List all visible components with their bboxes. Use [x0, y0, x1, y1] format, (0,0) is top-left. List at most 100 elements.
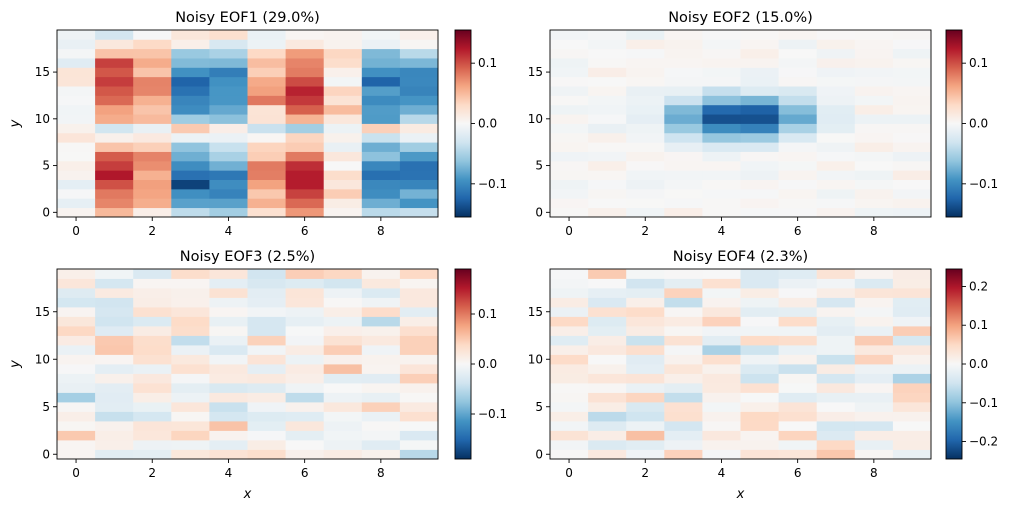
x-tick-label: 8	[377, 466, 385, 480]
colorbar-tick-label: −0.2	[969, 435, 998, 449]
heatmap-cell	[399, 288, 439, 298]
heatmap-cell	[323, 170, 363, 180]
heatmap-cell	[854, 142, 894, 152]
heatmap-cell	[247, 383, 286, 393]
y-axis-label: y	[8, 119, 23, 128]
x-tick-label: 8	[870, 466, 878, 480]
heatmap-cell	[626, 132, 665, 143]
heatmap-cell	[133, 114, 172, 124]
y-tick-label: 0	[535, 205, 543, 219]
heatmap-cell	[778, 179, 818, 190]
heatmap-cell	[550, 449, 589, 460]
heatmap-cell	[133, 383, 172, 393]
heatmap-cell	[247, 132, 286, 143]
heatmap-cell	[209, 179, 248, 190]
heatmap-cell	[854, 402, 894, 412]
panel-title: Noisy EOF4 (2.3%)	[673, 249, 808, 265]
heatmap-cell	[247, 373, 286, 384]
heatmap-cell	[550, 179, 589, 190]
heatmap-cell	[550, 114, 589, 124]
heatmap-cell	[740, 58, 779, 68]
heatmap-cell	[209, 151, 248, 162]
heatmap-cell	[854, 278, 894, 289]
heatmap-cell	[361, 142, 401, 152]
heatmap-cell	[588, 86, 627, 96]
heatmap-cell	[854, 440, 894, 450]
heatmap-cell	[171, 48, 210, 59]
heatmap-cell	[626, 354, 665, 365]
heatmap-cell	[854, 86, 894, 96]
heatmap-cell	[626, 440, 665, 450]
heatmap-cell	[361, 39, 401, 50]
heatmap-cell	[664, 95, 703, 106]
heatmap-cell	[854, 114, 894, 124]
heatmap-cell	[550, 354, 589, 365]
colorbar-tick-label: −0.1	[478, 177, 507, 191]
heatmap-cell	[247, 430, 286, 441]
heatmap-cell	[740, 67, 779, 78]
heatmap-cell	[702, 86, 741, 96]
heatmap-cell	[892, 373, 932, 384]
heatmap-cell	[816, 316, 856, 327]
heatmap-cell	[702, 269, 741, 279]
heatmap-cell	[209, 132, 248, 143]
heatmap-cell	[588, 421, 627, 431]
heatmap-cell	[588, 345, 627, 355]
heatmap-cell	[588, 449, 627, 460]
heatmap-cell	[588, 402, 627, 412]
heatmap-cell	[247, 288, 286, 298]
heatmap-cell	[702, 411, 741, 422]
colorbar-tick-label: 0.1	[969, 56, 988, 70]
heatmap-cell	[588, 123, 627, 134]
heatmap-cell	[550, 269, 589, 279]
heatmap-cell	[323, 188, 363, 199]
heatmap-cell	[57, 123, 96, 134]
heatmap-cell	[664, 198, 703, 209]
heatmap-cell	[892, 67, 932, 78]
heatmap-cell	[550, 335, 589, 346]
heatmap-cell	[57, 326, 96, 336]
y-tick-label: 15	[35, 305, 50, 319]
heatmap-cell	[588, 151, 627, 162]
heatmap-cell	[323, 198, 363, 209]
heatmap-cell	[892, 114, 932, 124]
heatmap-cell	[854, 430, 894, 441]
heatmap-cell	[550, 95, 589, 106]
heatmap-cell	[323, 48, 363, 59]
heatmap-cell	[209, 86, 248, 96]
heatmap-cell	[778, 104, 818, 115]
heatmap-cell	[740, 269, 779, 279]
heatmap-cell	[702, 114, 741, 124]
heatmap-cell	[133, 297, 172, 308]
heatmap-cell	[778, 373, 818, 384]
heatmap-cell	[171, 170, 210, 180]
heatmap-cell	[702, 39, 741, 50]
heatmap-panel-1: 0 2 4 6 8 0 5 10 15 Noisy EOF1 (29.0%) y −0.1 0.0 0.1	[8, 10, 507, 238]
heatmap-cell	[209, 114, 248, 124]
heatmap-cell	[626, 114, 665, 124]
heatmap-cell	[361, 345, 401, 355]
heatmap-cell	[816, 345, 856, 355]
heatmap-cell	[399, 160, 439, 171]
heatmap-cells-2	[550, 30, 932, 218]
heatmap-cell	[285, 86, 325, 96]
heatmap-cell	[588, 160, 627, 171]
heatmap-cell	[816, 104, 856, 115]
heatmap-cell	[778, 278, 818, 289]
heatmap-cell	[550, 392, 589, 403]
heatmap-cell	[778, 421, 818, 431]
heatmap-cell	[778, 67, 818, 78]
heatmap-cell	[285, 114, 325, 124]
heatmap-cell	[816, 123, 856, 134]
x-tick-label: 2	[148, 466, 156, 480]
heatmap-panel-2: 0 2 4 6 8 0 5 10 15 Noisy EOF2 (15.0%) −0.1 0.0 0.1	[528, 10, 998, 238]
heatmap-cell	[57, 160, 96, 171]
heatmap-cell	[892, 39, 932, 50]
heatmap-cell	[361, 86, 401, 96]
colorbar-tick-label: 0.0	[969, 357, 988, 371]
heatmap-cell	[133, 48, 172, 59]
heatmap-cell	[892, 288, 932, 298]
heatmap-cell	[323, 132, 363, 143]
heatmap-cell	[95, 288, 134, 298]
heatmap-cell	[399, 354, 439, 365]
